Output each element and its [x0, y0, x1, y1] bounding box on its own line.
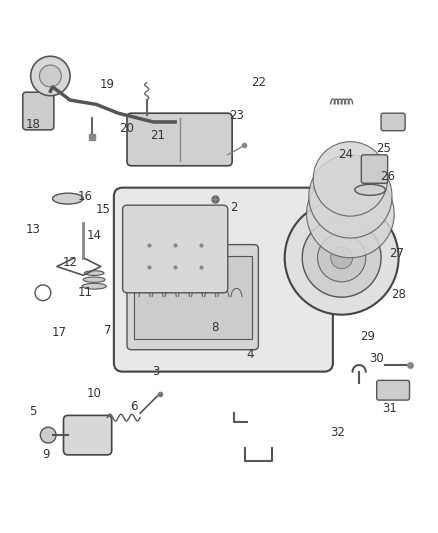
FancyBboxPatch shape — [134, 255, 252, 339]
Text: 14: 14 — [87, 229, 102, 243]
Ellipse shape — [82, 284, 106, 289]
FancyBboxPatch shape — [361, 155, 388, 183]
FancyBboxPatch shape — [381, 113, 405, 131]
Text: 9: 9 — [42, 448, 50, 462]
Text: 20: 20 — [120, 122, 134, 135]
Circle shape — [31, 56, 70, 96]
Ellipse shape — [83, 277, 105, 282]
Text: 3: 3 — [152, 365, 159, 378]
FancyBboxPatch shape — [123, 205, 228, 293]
Text: 26: 26 — [380, 170, 395, 183]
Text: 5: 5 — [29, 405, 36, 417]
FancyBboxPatch shape — [127, 245, 258, 350]
Circle shape — [307, 170, 394, 258]
Circle shape — [309, 155, 392, 238]
Ellipse shape — [84, 271, 104, 276]
Text: 13: 13 — [25, 223, 40, 236]
FancyBboxPatch shape — [377, 381, 410, 400]
Text: 24: 24 — [339, 148, 353, 161]
FancyBboxPatch shape — [114, 188, 333, 372]
Circle shape — [302, 219, 381, 297]
Text: 32: 32 — [330, 426, 345, 439]
FancyBboxPatch shape — [23, 92, 54, 130]
Text: 2: 2 — [230, 201, 238, 214]
Text: 19: 19 — [100, 78, 115, 91]
Ellipse shape — [53, 193, 83, 204]
Text: 16: 16 — [78, 190, 93, 203]
Text: 25: 25 — [376, 142, 391, 155]
Text: 12: 12 — [63, 256, 78, 269]
Circle shape — [285, 201, 399, 314]
Text: 30: 30 — [369, 352, 384, 365]
Text: 4: 4 — [246, 348, 254, 361]
Text: 6: 6 — [130, 400, 138, 413]
Text: 29: 29 — [360, 330, 375, 343]
Text: 31: 31 — [382, 402, 397, 415]
FancyBboxPatch shape — [64, 415, 112, 455]
Circle shape — [40, 427, 56, 443]
Circle shape — [39, 65, 61, 87]
Text: 28: 28 — [391, 288, 406, 302]
Text: 10: 10 — [87, 387, 102, 400]
Circle shape — [313, 142, 388, 216]
Text: 27: 27 — [389, 247, 404, 260]
Text: 7: 7 — [103, 324, 111, 336]
Text: 21: 21 — [150, 128, 165, 142]
Text: 22: 22 — [251, 76, 266, 89]
Ellipse shape — [355, 184, 385, 195]
Text: 15: 15 — [95, 203, 110, 216]
Text: 17: 17 — [52, 326, 67, 338]
Text: 11: 11 — [78, 286, 93, 300]
Circle shape — [331, 247, 353, 269]
Text: 23: 23 — [229, 109, 244, 122]
Text: 8: 8 — [211, 321, 218, 334]
Circle shape — [318, 233, 366, 282]
FancyBboxPatch shape — [127, 113, 232, 166]
Text: 18: 18 — [25, 118, 40, 131]
